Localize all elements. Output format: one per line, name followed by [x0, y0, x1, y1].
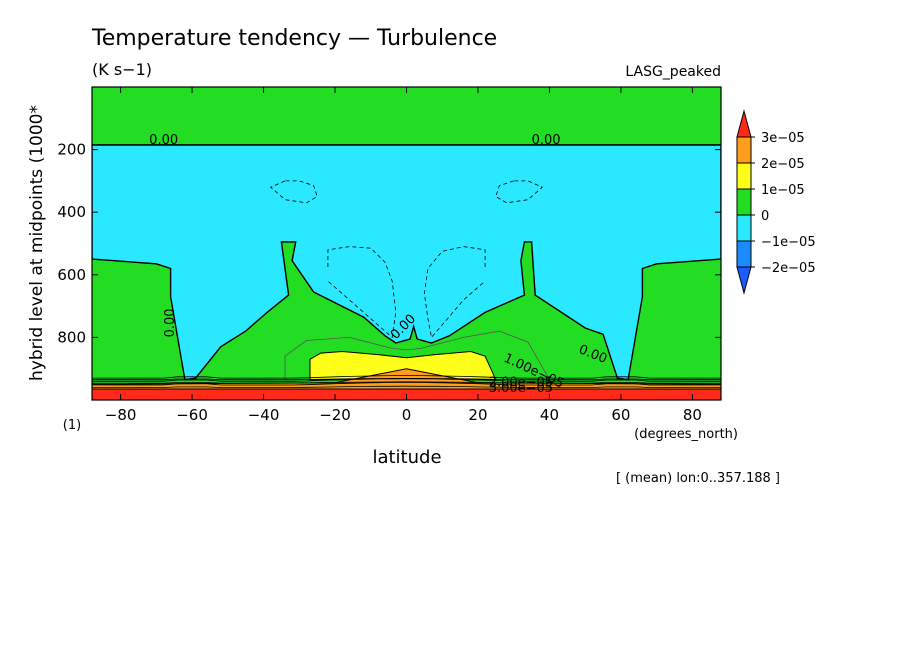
dashed-contour-1	[269, 180, 318, 204]
contour-label-1: 0.00	[149, 133, 178, 148]
x-tick-label-4: 0	[402, 406, 412, 424]
contour-label-8: 3.00e−05	[489, 381, 553, 396]
y-axis: 200 400 600 800	[57, 141, 721, 346]
x-tick-label-0: −80	[105, 406, 137, 424]
colorbar-label-3: 0	[761, 209, 769, 224]
dashed-contour-3	[327, 246, 397, 339]
footnote: [ (mean) lon:0..357.188 ]	[616, 471, 780, 486]
colorbar-label-1: 2e−05	[761, 157, 805, 172]
colorbar-swatch-1	[736, 136, 752, 164]
colorbar-label-2: 1e−05	[761, 183, 805, 198]
colorbar-swatch-5	[736, 240, 752, 268]
dashed-contour-2	[495, 180, 544, 204]
chart-title: Temperature tendency — Turbulence	[91, 26, 497, 51]
colorbar-swatch-3	[736, 188, 752, 216]
surface-contour-1	[92, 375, 721, 379]
x-axis: −80 −60 −40 −20 0 20 40 60 80	[105, 87, 702, 424]
chart-subtitle: (K s−1)	[92, 60, 152, 79]
colorbar: 3e−05 2e−05 1e−05 0 −1e−05 −2e−05	[736, 109, 816, 295]
x-tick-label-6: 40	[540, 406, 559, 424]
colorbar-top-arrow	[736, 109, 752, 138]
y-tick-label-3: 800	[57, 328, 86, 346]
surface-contour-5	[92, 382, 721, 386]
x-tick-label-8: 80	[683, 406, 702, 424]
colorbar-bottom-arrow	[736, 266, 752, 295]
inner-contour	[284, 330, 550, 380]
colorbar-label-5: −2e−05	[761, 261, 816, 276]
colorbar-swatch-4	[736, 214, 752, 242]
x-axis-units: (degrees_north)	[634, 427, 738, 442]
x-tick-label-3: −20	[319, 406, 351, 424]
colorbar-label-4: −1e−05	[761, 235, 816, 250]
dashed-contour-4	[423, 246, 486, 339]
surface-contour-3	[92, 378, 721, 382]
y-tick-label-1: 400	[57, 203, 86, 221]
y-axis-title: hybrid level at midpoints (1000*	[27, 105, 47, 381]
y-axis-units: (1)	[63, 418, 81, 433]
y-tick-label-0: 200	[57, 141, 86, 159]
contour-label-7: 2.00e−05	[489, 376, 553, 391]
x-axis-title: latitude	[372, 447, 441, 468]
contour-label-3: 0.00	[163, 308, 178, 337]
surface-contour-4	[92, 381, 721, 384]
colorbar-label-0: 3e−05	[761, 131, 805, 146]
dataset-label: LASG_peaked	[625, 64, 721, 80]
x-tick-label-1: −60	[176, 406, 208, 424]
x-tick-label-7: 60	[611, 406, 630, 424]
region-1e-05	[309, 350, 497, 381]
x-tick-label-5: 20	[468, 406, 487, 424]
colorbar-swatch-2	[736, 162, 752, 190]
x-tick-label-2: −40	[248, 406, 280, 424]
contour-field	[92, 87, 721, 400]
y-tick-label-2: 600	[57, 266, 86, 284]
contour-label-2: 0.00	[532, 133, 561, 148]
surface-contour-6	[92, 385, 721, 388]
